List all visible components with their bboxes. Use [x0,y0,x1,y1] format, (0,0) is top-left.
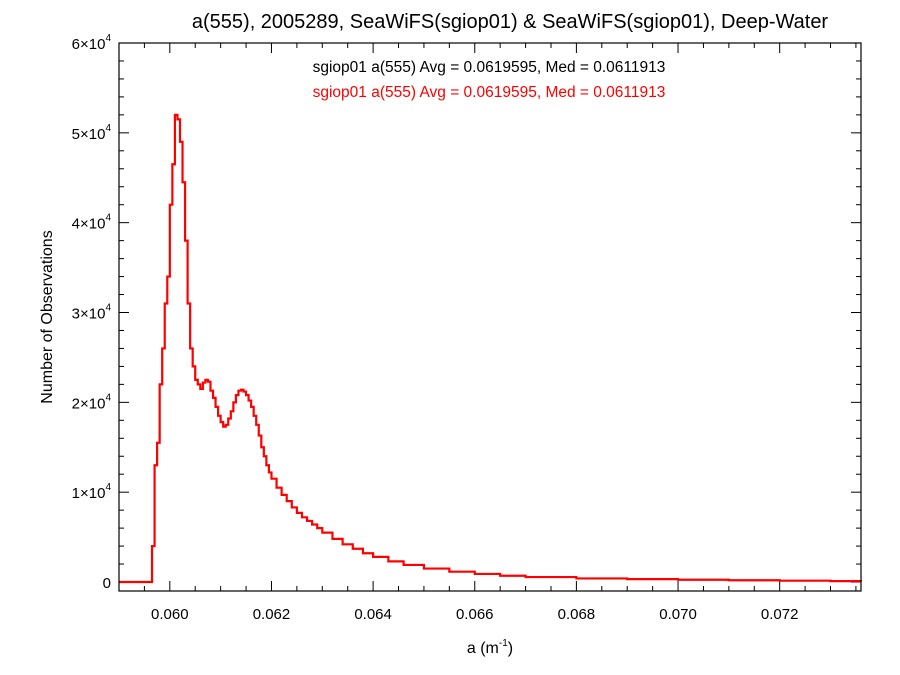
plot-frame [118,42,862,592]
y-tick-label: 4×104 [72,213,112,233]
stats-annotation-black: sgiop01 a(555) Avg = 0.0619595, Med = 0.… [313,59,666,76]
stats-annotation-red: sgiop01 a(555) Avg = 0.0619595, Med = 0.… [313,84,666,101]
x-tick-label: 0.068 [558,606,596,623]
x-tick-labels: 0.060 0.062 0.064 0.066 0.068 0.070 0.072 [151,606,798,623]
y-tick-label: 5×104 [72,123,112,143]
x-tick-label: 0.070 [659,606,697,623]
y-tick-label: 6×104 [72,33,112,53]
x-tick-label: 0.060 [151,606,189,623]
chart-title: a(555), 2005289, SeaWiFS(sgiop01) & SeaW… [192,11,829,33]
y-axis-label: Number of Observations [39,230,56,403]
x-axis-label: a (m-1) [467,638,513,657]
y-tick-label: 0 [103,575,111,592]
x-tick-label: 0.072 [761,606,799,623]
y-tick-label: 3×104 [72,303,112,323]
histogram-series-line [119,113,863,584]
x-tick-label: 0.062 [253,606,291,623]
y-tick-label: 2×104 [72,392,112,412]
x-tick-label: 0.066 [456,606,494,623]
y-tick-label: 1×104 [72,482,112,502]
axis-ticks [118,42,861,591]
x-tick-label: 0.064 [354,606,392,623]
y-tick-labels: 0 1×104 2×104 3×104 4×104 5×104 6×104 [72,33,112,592]
